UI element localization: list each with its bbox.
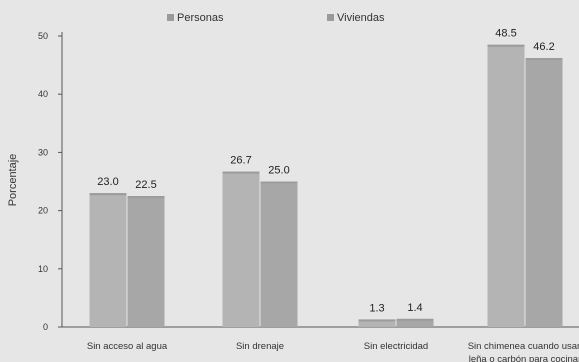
bar-value-label: 26.7	[230, 155, 251, 167]
bar-personas	[487, 44, 525, 327]
category-label: Sin drenaje	[236, 341, 284, 352]
bar-value-label: 48.5	[495, 28, 516, 40]
bar-value-label: 1.3	[369, 302, 384, 314]
y-tick-label: 20	[38, 206, 48, 216]
bar-value-label: 22.5	[135, 179, 156, 191]
legend-label-viviendas: Viviendas	[337, 12, 385, 24]
legend-swatch-viviendas	[327, 14, 334, 21]
bar-viviendas	[127, 196, 165, 327]
y-tick-label: 30	[38, 147, 48, 157]
bar-viviendas	[525, 58, 563, 328]
legend-swatch-personas	[167, 14, 174, 21]
bar-personas	[222, 171, 260, 327]
bar-viviendas	[260, 181, 298, 327]
bar-value-label: 25.0	[268, 165, 289, 177]
category-label: Sin electricidad	[364, 341, 428, 352]
bar-value-label: 23.0	[97, 176, 118, 188]
bar-top-edge	[127, 196, 165, 199]
bar-top-edge	[358, 319, 396, 322]
bar-value-labels: 23.0 22.5 26.7 25.0 1.3 1.4 48.5 46.2	[97, 28, 554, 315]
y-tick-label: 40	[38, 89, 48, 99]
bar-value-label: 46.2	[533, 41, 554, 53]
bar-personas	[89, 193, 127, 327]
bar-top-edge	[487, 44, 525, 47]
bar-top-edge	[396, 318, 434, 321]
y-tick-label: 50	[38, 31, 48, 41]
bar-value-label: 1.4	[407, 302, 422, 314]
bar-viviendas	[396, 318, 434, 327]
bars	[89, 44, 563, 328]
category-label: Sin chimenea cuando usan leña o carbón pa…	[468, 341, 579, 362]
category-label: Sin acceso al agua	[87, 341, 168, 352]
bar-top-edge	[89, 193, 127, 196]
bar-top-edge	[222, 171, 260, 174]
y-tick-label: 10	[38, 264, 48, 274]
legend-label-personas: Personas	[177, 12, 224, 24]
legend: Personas Viviendas	[167, 12, 385, 24]
bar-top-edge	[260, 181, 298, 184]
bar-top-edge	[525, 58, 563, 61]
y-axis-label: Porcentaje	[7, 154, 19, 207]
y-tick-label: 0	[43, 322, 48, 332]
category-labels: Sin acceso al agua Sin drenaje Sin electri…	[87, 341, 579, 362]
bar-personas	[358, 319, 396, 327]
